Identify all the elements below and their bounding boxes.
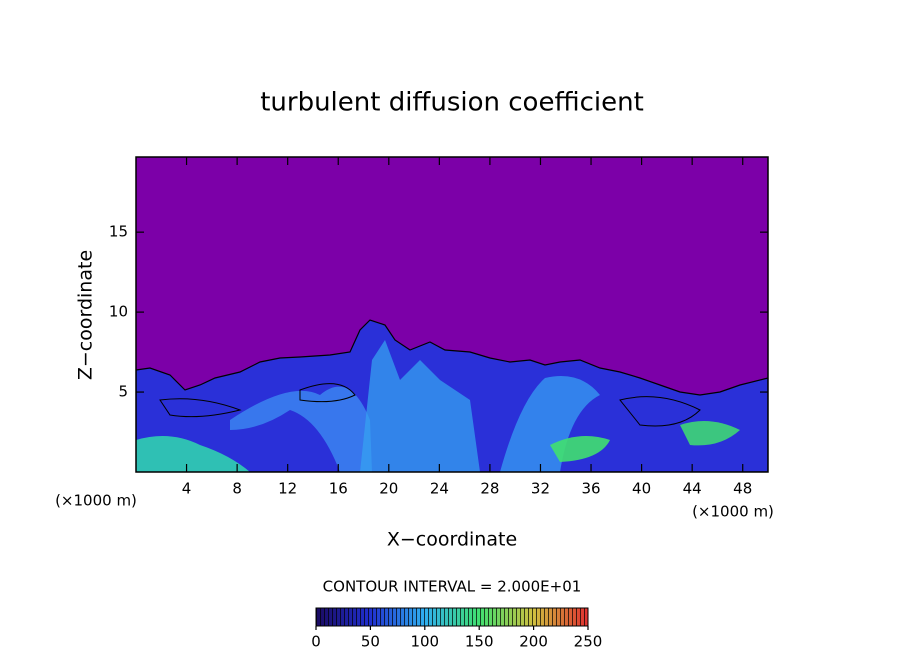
x-tick-label: 44	[683, 480, 702, 498]
colorbar-tick-label: 200	[519, 633, 548, 651]
colorbar-tick-label: 150	[465, 633, 494, 651]
x-tick-label: 20	[379, 480, 398, 498]
colorbar-tick-label: 250	[574, 633, 603, 651]
x-tick-label: 36	[581, 480, 600, 498]
x-tick-label: 24	[430, 480, 449, 498]
contour-interval: CONTOUR INTERVAL = 2.000E+01	[323, 578, 582, 596]
field	[136, 157, 768, 472]
x-axis-label: X−coordinate	[387, 529, 517, 551]
plot-frame	[135, 156, 769, 473]
x-unit: (×1000 m)	[692, 503, 774, 521]
colorbar-tick-label: 0	[311, 633, 321, 651]
x-tick-label: 16	[329, 480, 348, 498]
x-tick-label: 28	[480, 480, 499, 498]
y-unit: (×1000 m)	[55, 492, 137, 510]
y-axis-label: Z−coordinate	[75, 250, 97, 380]
x-tick-label: 8	[232, 480, 242, 498]
y-tick-label: 15	[109, 223, 128, 241]
x-tick-label: 4	[182, 480, 192, 498]
x-tick-label: 12	[278, 480, 297, 498]
colorbar-tick-label: 50	[361, 633, 380, 651]
colorbar-tick-label: 100	[410, 633, 439, 651]
y-tick-label: 10	[109, 303, 128, 321]
y-tick-label: 5	[118, 383, 128, 401]
x-tick-label: 32	[531, 480, 550, 498]
chart-title: turbulent diffusion coefficient	[260, 88, 644, 118]
x-tick-label: 40	[632, 480, 651, 498]
colorbar-frame	[315, 607, 589, 627]
x-tick-label: 48	[733, 480, 752, 498]
